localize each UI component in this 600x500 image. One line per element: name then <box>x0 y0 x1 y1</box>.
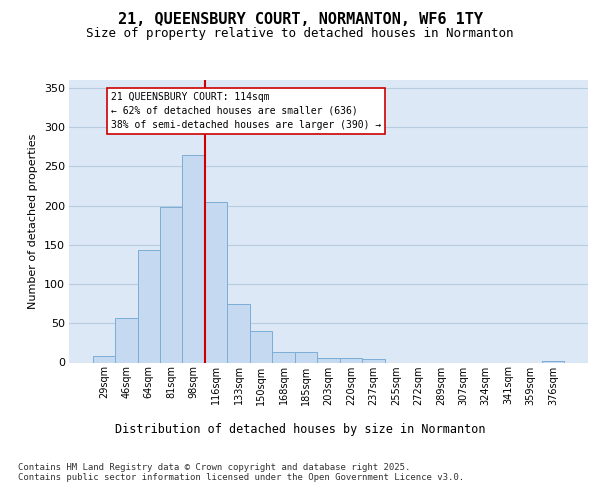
Text: 21, QUEENSBURY COURT, NORMANTON, WF6 1TY: 21, QUEENSBURY COURT, NORMANTON, WF6 1TY <box>118 12 482 28</box>
Bar <box>92 356 115 362</box>
Bar <box>272 352 295 362</box>
Bar <box>542 361 565 362</box>
Bar <box>317 358 340 362</box>
Bar <box>205 202 227 362</box>
Bar <box>295 352 317 362</box>
Bar <box>182 154 205 362</box>
Text: 21 QUEENSBURY COURT: 114sqm
← 62% of detached houses are smaller (636)
38% of se: 21 QUEENSBURY COURT: 114sqm ← 62% of det… <box>110 92 381 130</box>
Text: Distribution of detached houses by size in Normanton: Distribution of detached houses by size … <box>115 422 485 436</box>
Bar <box>362 360 385 362</box>
Bar <box>115 318 137 362</box>
Bar <box>137 250 160 362</box>
Bar <box>160 207 182 362</box>
Bar <box>250 331 272 362</box>
Text: Size of property relative to detached houses in Normanton: Size of property relative to detached ho… <box>86 28 514 40</box>
Y-axis label: Number of detached properties: Number of detached properties <box>28 134 38 309</box>
Bar <box>340 358 362 362</box>
Text: Contains HM Land Registry data © Crown copyright and database right 2025.
Contai: Contains HM Land Registry data © Crown c… <box>18 462 464 482</box>
Bar <box>227 304 250 362</box>
